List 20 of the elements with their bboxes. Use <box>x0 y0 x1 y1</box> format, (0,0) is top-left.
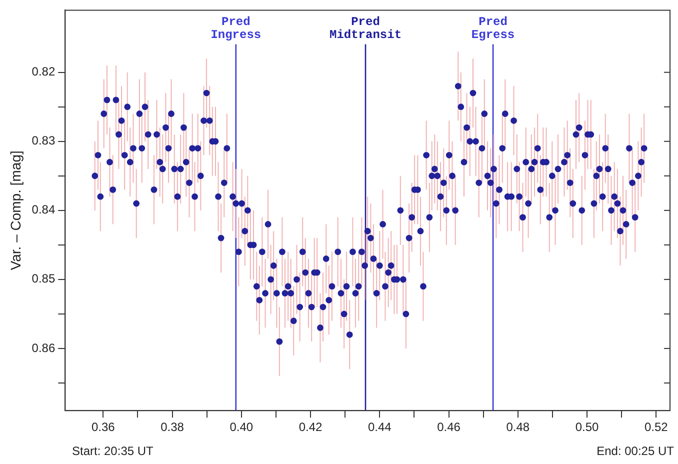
text: End: 00:25 UT <box>596 444 674 458</box>
x-tick-label: 0.46 <box>437 420 461 434</box>
y-tick-label: 0.86 <box>32 340 56 355</box>
y-tick-label: 0.84 <box>32 202 56 217</box>
x-tick-label: 0.42 <box>298 420 323 434</box>
y-axis-title: Var. – Comp. [mag] <box>7 150 24 270</box>
ref-line-label: Pred Midtransit <box>329 15 402 42</box>
x-tick-label: 0.52 <box>644 420 668 434</box>
y-tick-label: 0.82 <box>32 64 56 79</box>
x-tick-label: 0.36 <box>91 420 116 434</box>
y-tick-label: 0.85 <box>32 272 56 286</box>
x-tick-label: 0.44 <box>368 420 392 434</box>
x-tick-label: 0.50 <box>575 420 600 434</box>
text: Start: 20:35 UT <box>72 444 154 458</box>
x-tick-label: 0.40 <box>230 420 254 434</box>
ref-line-label: Pred Ingress <box>210 15 262 42</box>
y-tick-label: 0.83 <box>32 134 56 148</box>
ref-line-label: Pred Egress <box>471 15 515 42</box>
x-tick-label: 0.38 <box>160 420 184 434</box>
x-tick-label: 0.48 <box>506 420 530 434</box>
